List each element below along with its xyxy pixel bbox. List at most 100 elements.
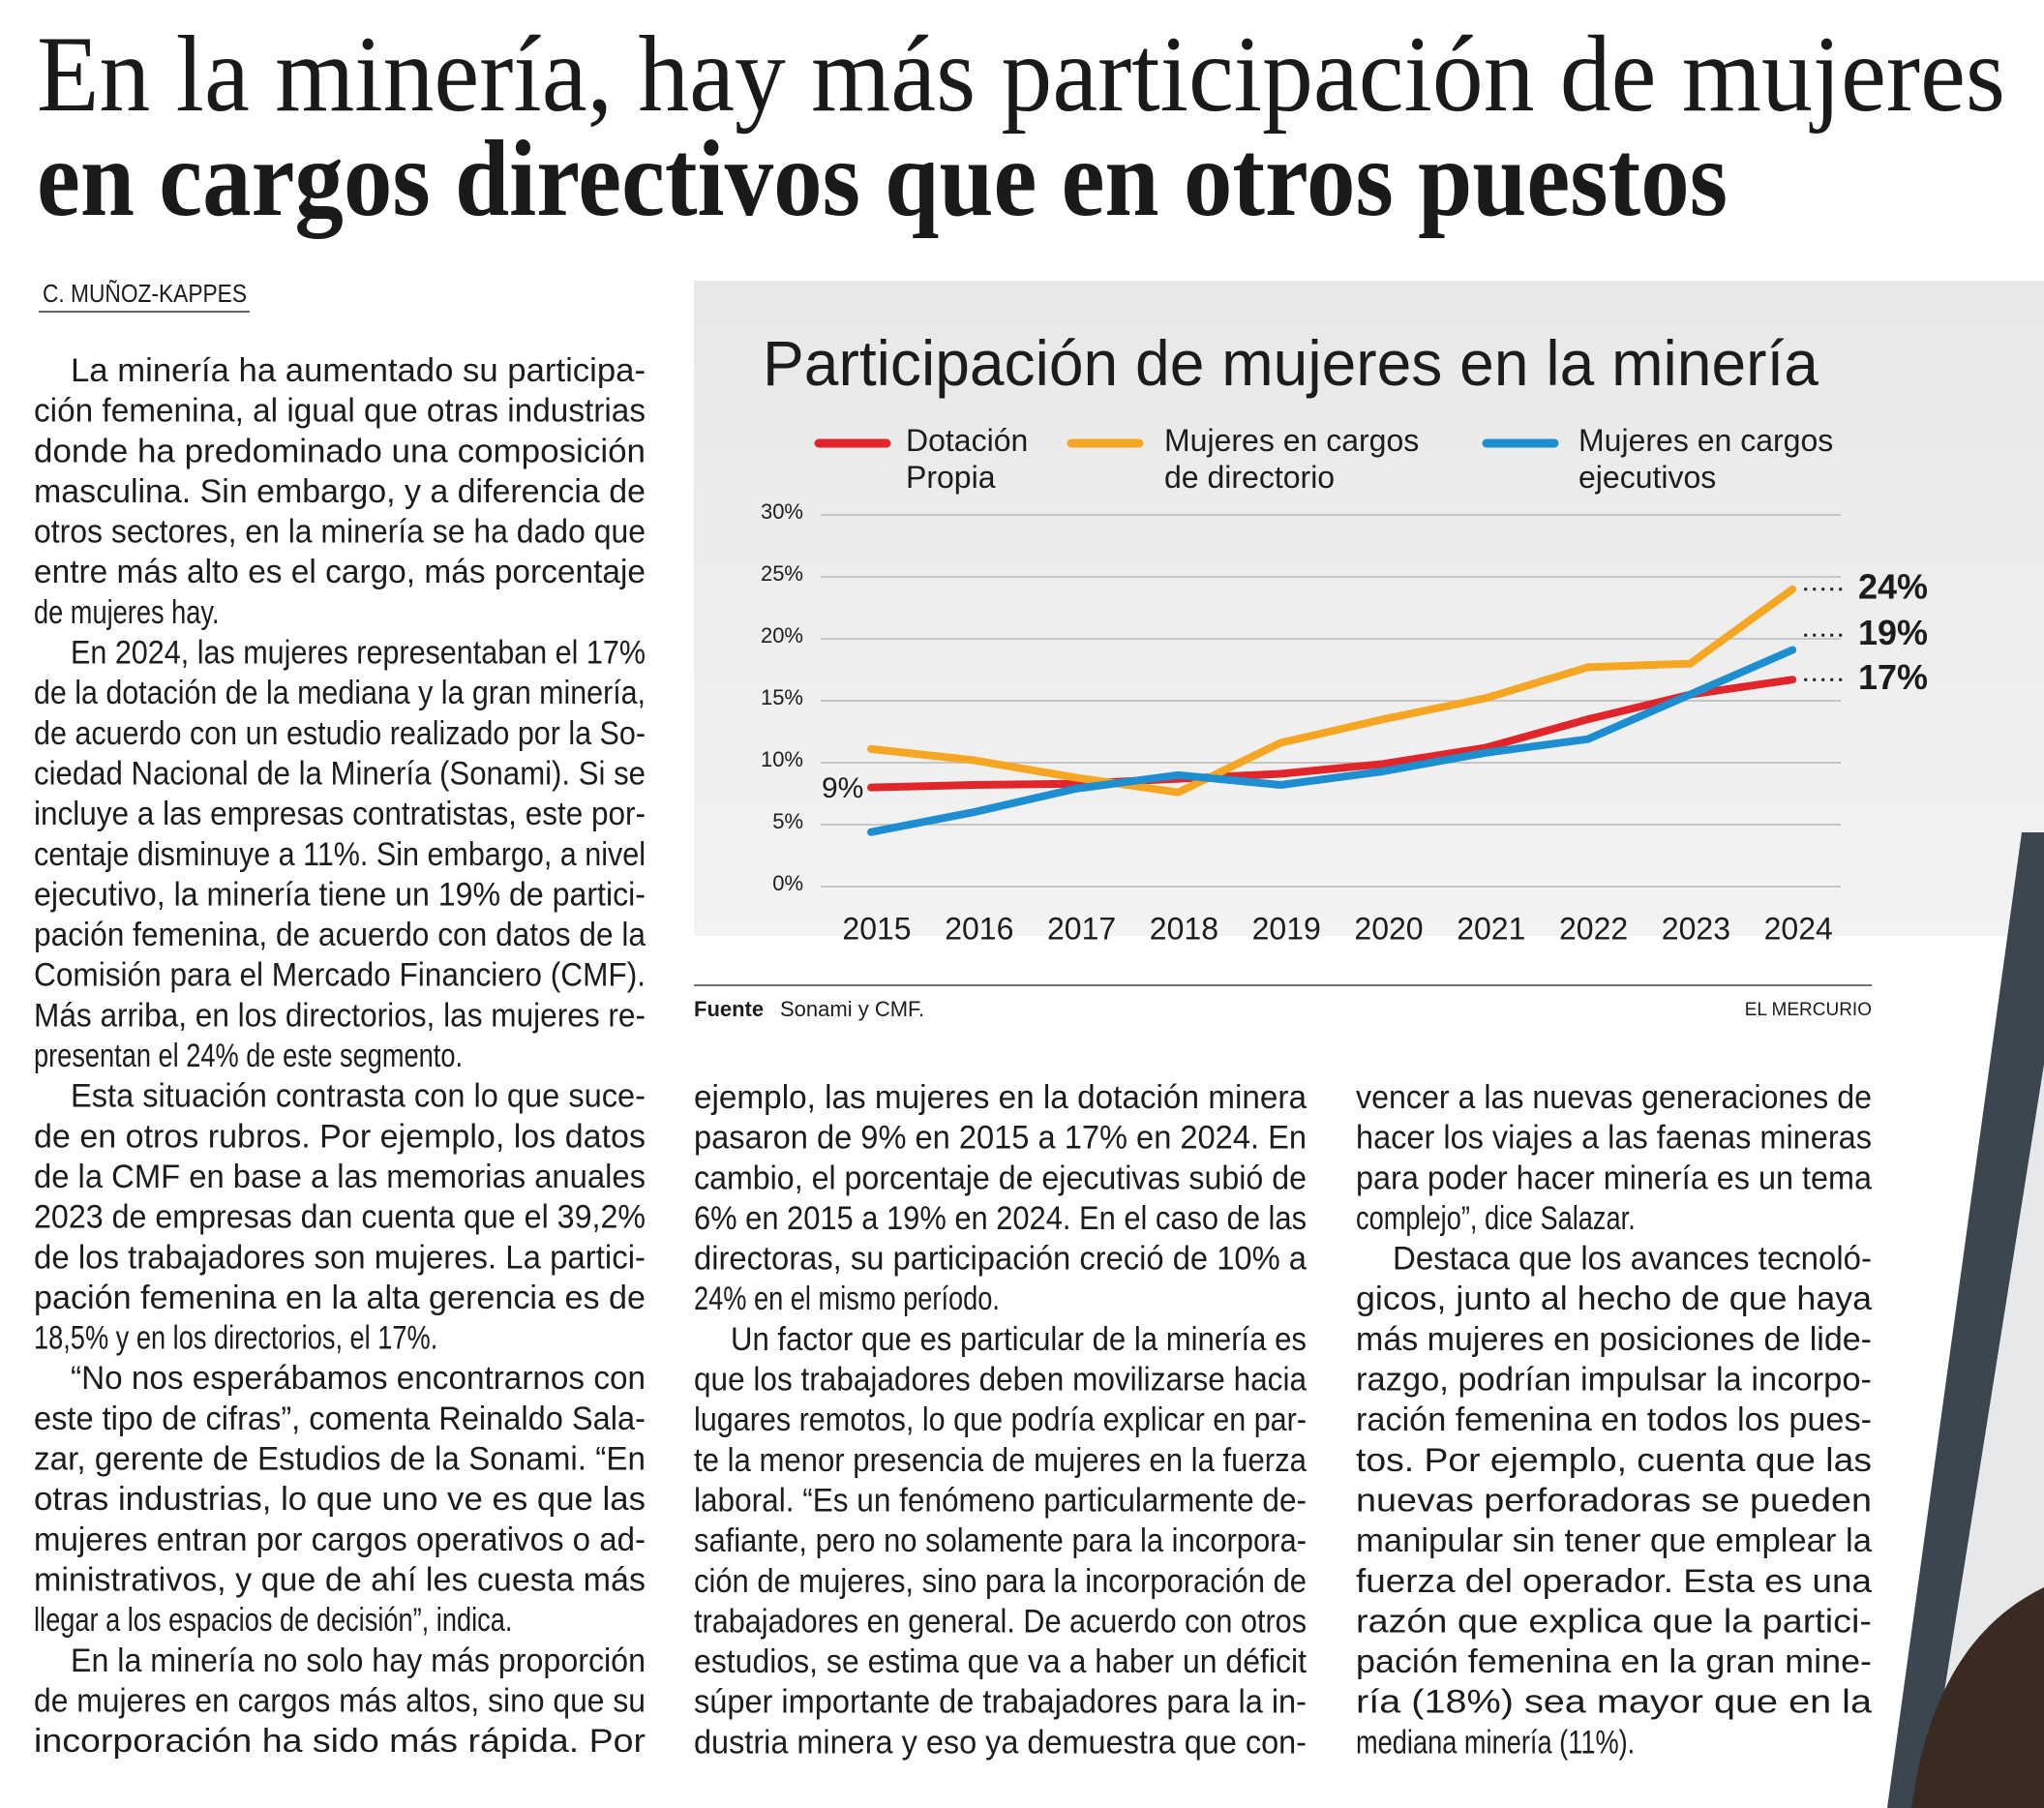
body-line: 2023 de empresas dan cuenta que el 39,2% — [34, 1199, 646, 1236]
end-label: 24% — [1858, 566, 1928, 606]
body-line: presentan el 24% de este segmento. — [34, 1038, 463, 1074]
body-line: te la menor presencia de mujeres en la f… — [694, 1442, 1307, 1479]
x-tick-label: 2019 — [1252, 911, 1321, 946]
body-line: pación femenina en la alta gerencia es d… — [34, 1280, 646, 1316]
body-line: otros sectores, en la minería se ha dado… — [34, 514, 646, 551]
body-line: de mujeres en cargos más altos, sino que… — [34, 1682, 646, 1719]
body-line: En la minería no solo hay más proporción — [71, 1642, 646, 1679]
body-line: tos. Por ejemplo, cuenta que las — [1356, 1442, 1872, 1479]
body-line: dustria minera y eso ya demuestra que co… — [694, 1724, 1307, 1761]
y-tick-label: 0% — [772, 871, 803, 895]
body-line: más mujeres en posiciones de lide- — [1356, 1321, 1872, 1358]
body-line: estudios, se estima que va a haber un dé… — [694, 1643, 1308, 1680]
body-line: pasaron de 9% en 2015 a 17% en 2024. En — [694, 1120, 1307, 1157]
body-line: 6% en 2015 a 19% en 2024. En el caso de … — [694, 1200, 1307, 1237]
headline-line: En la minería, hay más participación de … — [37, 15, 2005, 135]
body-line: súper importante de trabajadores para la… — [694, 1684, 1307, 1721]
body-line: ejecutivo, la minería tiene un 19% de pa… — [34, 876, 646, 913]
body-line: que los trabajadores deben movilizarse h… — [694, 1362, 1307, 1399]
body-line: En 2024, las mujeres representaban el 17… — [71, 635, 646, 672]
body-line: llegar a los espacios de decisión”, indi… — [34, 1602, 512, 1639]
body-line: para poder hacer minería es un tema — [1356, 1160, 1872, 1196]
body-line: ción femenina, al igual que otras indust… — [34, 393, 646, 430]
annotation: 9% — [822, 772, 863, 804]
legend-label: Mujeres en cargos ejecutivos — [1578, 423, 1842, 495]
body-line: centaje disminuye a 11%. Sin embargo, a … — [34, 836, 646, 873]
end-label: 17% — [1858, 657, 1928, 697]
body-line: de los trabajadores son mujeres. La part… — [34, 1239, 646, 1276]
body-line: de acuerdo con un estudio realizado por … — [34, 715, 646, 752]
series-line — [867, 585, 1797, 797]
series-line — [867, 646, 1797, 836]
body-line: ción de mujeres, sino para la incorporac… — [694, 1563, 1307, 1600]
x-tick-label: 2016 — [945, 911, 1013, 946]
body-line: ría (18%) sea mayor que en la — [1356, 1684, 1872, 1721]
photo-detail — [1911, 1587, 2044, 1808]
body-line: gicos, junto al hecho de que haya — [1356, 1281, 1872, 1317]
body-line: La minería ha aumentado su participa- — [71, 352, 646, 389]
x-tick-label: 2018 — [1150, 911, 1218, 946]
body-line: directoras, su participación creció de 1… — [694, 1241, 1307, 1278]
body-line: cambio, el porcentaje de ejecutivas subi… — [694, 1160, 1307, 1196]
legend-label: Mujeres en cargos de directorio — [1164, 423, 1428, 495]
body-line: fuerza del operador. Esta es una — [1356, 1563, 1872, 1600]
x-tick-label: 2023 — [1662, 911, 1730, 946]
body-line: complejo”, dice Salazar. — [1356, 1200, 1636, 1237]
body-line: mediana minería (11%). — [1356, 1724, 1635, 1761]
body-line: Comisión para el Mercado Financiero (CMF… — [34, 957, 646, 994]
x-tick-label: 2017 — [1047, 911, 1116, 946]
body-line: ración femenina en todos los pues- — [1356, 1401, 1872, 1438]
body-line: masculina. Sin embargo, y a diferencia d… — [34, 473, 646, 510]
body-line: este tipo de cifras”, comenta Reinaldo S… — [34, 1401, 646, 1437]
body-line: otras industrias, lo que uno ve es que l… — [34, 1481, 646, 1518]
body-line: ministrativos, y que de ahí les cuesta m… — [34, 1561, 646, 1598]
x-tick-label: 2022 — [1559, 911, 1628, 946]
body-line: vencer a las nuevas generaciones de — [1356, 1079, 1872, 1116]
body-line: incorporación ha sido más rápida. Por — [34, 1723, 646, 1760]
series-line — [867, 676, 1797, 792]
body-line: ejemplo, las mujeres en la dotación mine… — [694, 1079, 1307, 1116]
body-line: zar, gerente de Estudios de la Sonami. “… — [34, 1441, 646, 1478]
end-label: 19% — [1858, 613, 1928, 652]
body-line: de la CMF en base a las memorias anuales — [34, 1159, 646, 1195]
photo-stripe — [1887, 832, 2044, 1808]
y-tick-label: 20% — [761, 623, 803, 648]
body-line: razgo, podrían impulsar la incorpo- — [1356, 1362, 1872, 1399]
body-line: Un factor que es particular de la minerí… — [731, 1321, 1307, 1358]
body-line: laboral. “Es un fenómeno particularmente… — [694, 1482, 1307, 1519]
chart-title: Participación de mujeres en la minería — [763, 327, 1819, 399]
body-line: Destaca que los avances tecnoló- — [1393, 1241, 1872, 1278]
body-line: “No nos esperábamos encontrarnos con — [71, 1360, 646, 1397]
x-tick-label: 2024 — [1764, 911, 1833, 946]
body-line: trabajadores en general. De acuerdo con … — [694, 1603, 1307, 1640]
body-line: manipular sin tener que emplear la — [1356, 1522, 1872, 1559]
y-tick-label: 30% — [761, 499, 803, 524]
body-line: nuevas perforadoras se pueden — [1356, 1482, 1872, 1519]
body-line: de mujeres hay. — [34, 594, 220, 631]
body-line: entre más alto es el cargo, más porcenta… — [34, 554, 646, 590]
x-tick-label: 2015 — [842, 911, 911, 946]
body-line: donde ha predominado una composición — [34, 433, 646, 469]
source-text: Sonami y CMF. — [780, 997, 924, 1021]
x-tick-label: 2020 — [1354, 911, 1423, 946]
byline: C. MUÑOZ-KAPPES — [43, 279, 247, 308]
body-line: razón que explica que la partici- — [1356, 1603, 1872, 1640]
y-tick-label: 15% — [761, 685, 803, 709]
body-line: hacer los viajes a las faenas mineras — [1356, 1120, 1872, 1157]
body-line: Más arriba, en los directorios, las muje… — [34, 997, 646, 1034]
body-line: ciedad Nacional de la Minería (Sonami). … — [34, 755, 646, 792]
body-line: mujeres entran por cargos operativos o a… — [34, 1522, 646, 1558]
body-line: pación femenina en la gran mine- — [1356, 1643, 1872, 1680]
legend-label: Dotación Propia — [906, 423, 1037, 495]
headline-line: en cargos directivos que en otros puesto… — [37, 119, 1728, 239]
body-line: 24% en el mismo período. — [694, 1281, 1000, 1317]
credit: EL MERCURIO — [1745, 1000, 1872, 1020]
body-line: pación femenina, de acuerdo con datos de… — [34, 917, 646, 953]
source-label: Fuente — [694, 997, 764, 1021]
x-tick-label: 2021 — [1457, 911, 1525, 946]
y-tick-label: 10% — [761, 747, 803, 771]
body-line: incluye a las empresas contratistas, est… — [34, 796, 646, 832]
body-line: de en otros rubros. Por ejemplo, los dat… — [34, 1118, 646, 1155]
body-line: 18,5% y en los directorios, el 17%. — [34, 1320, 437, 1357]
